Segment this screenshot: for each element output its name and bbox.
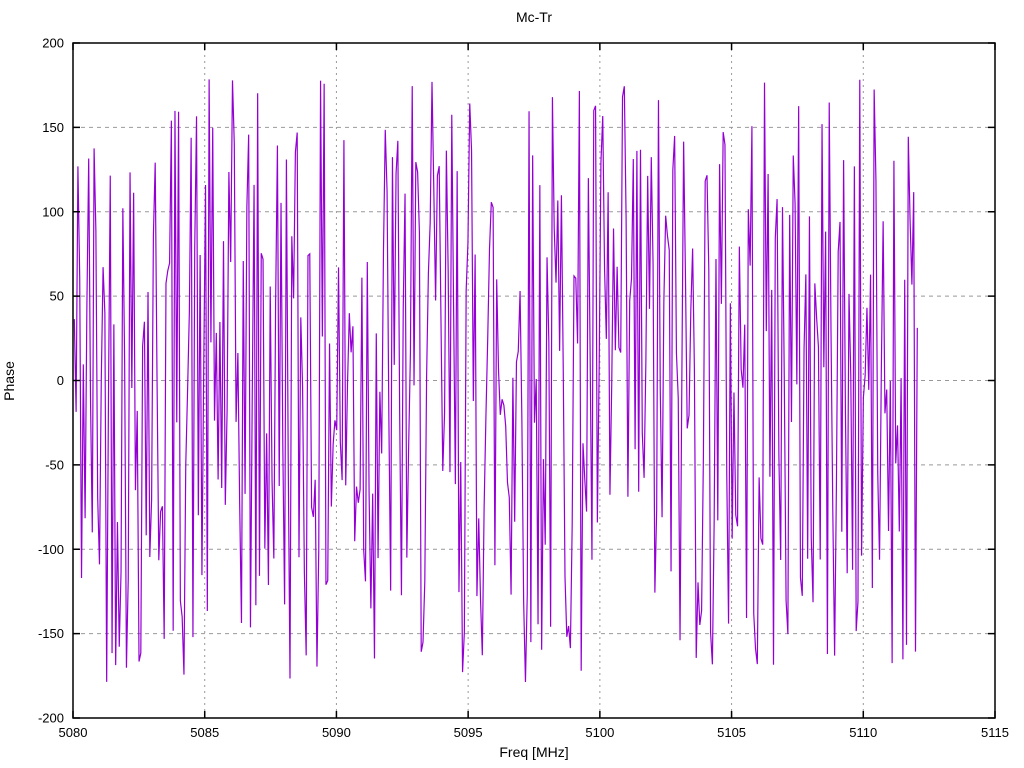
x-tick-label: 5100: [585, 725, 614, 740]
y-tick-label: 150: [42, 120, 64, 135]
phase-trace-line: [73, 79, 918, 682]
y-tick-label: 0: [57, 373, 64, 388]
plot-border-and-ticks: [72, 42, 996, 719]
tick-labels: 5080 5085 5090 5095 5100 5105 5110 5115 -200 -150…: [38, 36, 1009, 741]
y-tick-label: 200: [42, 36, 64, 51]
x-tick-label: 5090: [322, 725, 351, 740]
y-tick-label: -50: [45, 457, 64, 472]
y-axis-label: Phase: [1, 361, 17, 401]
y-tick-label: -100: [38, 542, 64, 557]
x-tick-label: 5115: [981, 725, 1009, 740]
chart-title: Mc-Tr: [516, 9, 552, 25]
y-tick-label: -150: [38, 626, 64, 641]
x-tick-label: 5105: [717, 725, 746, 740]
x-axis-label: Freq [MHz]: [499, 744, 568, 760]
y-tick-label: 50: [50, 289, 64, 304]
x-tick-label: 5095: [454, 725, 483, 740]
x-tick-label: 5080: [59, 725, 88, 740]
phase-trace: [73, 79, 918, 682]
x-tick-label: 5085: [190, 725, 219, 740]
y-tick-label: 100: [42, 204, 64, 219]
y-tick-label: -200: [38, 711, 64, 726]
x-tick-label: 5110: [849, 725, 877, 740]
